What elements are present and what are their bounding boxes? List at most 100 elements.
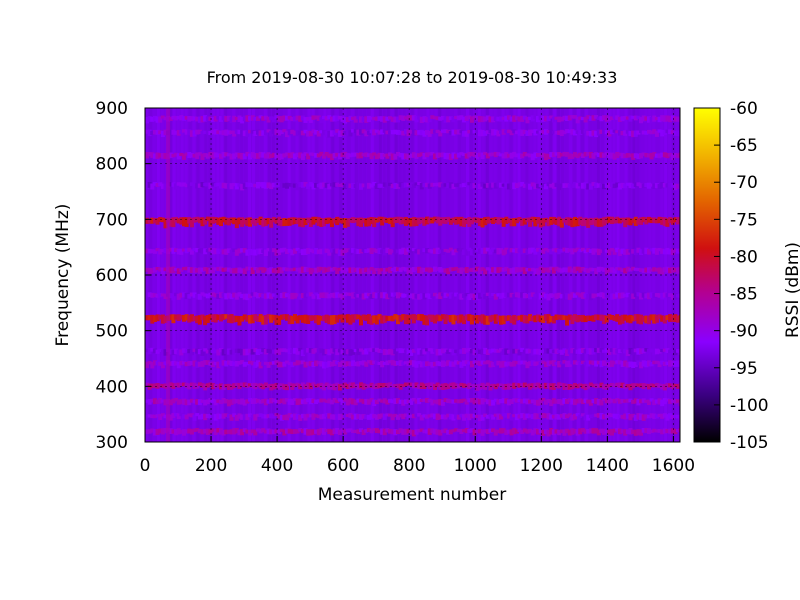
band-cell [364,218,369,227]
band-cell [179,217,184,225]
band-cell [377,314,382,320]
band-cell [372,348,377,353]
band-cell [517,315,522,321]
band-cell [329,267,334,272]
band-cell [496,399,501,405]
band-cell [417,249,422,255]
band-cell [559,153,564,157]
band-cell [163,218,168,229]
band-cell [483,361,488,365]
band-cell [567,314,572,321]
band-cell [366,414,371,420]
band-cell [319,348,324,353]
band-cell [168,399,173,406]
band-cell [390,349,395,356]
band-cell [298,360,303,365]
band-cell [388,266,393,274]
band-cell [308,248,313,253]
band-cell [528,361,533,366]
band-cell [604,413,609,419]
band-cell [263,218,268,226]
band-cell [385,267,390,272]
band-cell [192,183,197,188]
band-cell [628,293,633,300]
band-cell [464,428,469,434]
band-cell [583,182,588,189]
band-cell [282,429,287,436]
band-cell [446,398,451,404]
band-cell [229,314,234,324]
band-cell [145,414,149,418]
band-cell [351,267,356,273]
band-cell [517,383,522,388]
band-cell [430,217,435,224]
band-cell [591,218,596,225]
band-cell [163,267,168,272]
band-cell [319,428,324,434]
band-cell [345,218,350,227]
band-cell [512,115,517,122]
band-cell [150,183,155,190]
band-cell [372,384,377,390]
band-cell [485,414,490,419]
band-cell [147,152,152,157]
band-cell [580,153,585,159]
band-cell [314,267,319,274]
band-cell [385,130,390,135]
band-cell [462,249,467,256]
band-cell [612,398,617,404]
band-cell [435,361,440,366]
band-cell [633,398,638,404]
band-cell [427,183,432,189]
band-cell [282,267,287,271]
band-cell [464,314,469,321]
band-cell [306,183,311,190]
band-cell [565,151,570,157]
band-cell [491,247,496,252]
band-cell [269,130,274,137]
band-cell [432,292,437,297]
band-cell [660,268,665,275]
band-cell [393,398,398,405]
band-cell [488,152,493,157]
band-cell [557,151,562,159]
band-cell [554,429,559,434]
band-cell [549,129,554,136]
band-cell [300,413,305,419]
band-cell [234,414,239,421]
band-cell [509,152,514,159]
band-cell [324,399,329,403]
band-cell [361,268,366,274]
band-cell [248,429,253,436]
band-cell [575,217,580,227]
band-cell [456,315,461,324]
band-cell [438,267,443,273]
band-cell [641,268,646,273]
band-cell [427,249,432,253]
band-cell [248,348,253,353]
band-cell [237,115,242,123]
band-cell [229,414,234,421]
band-cell [654,218,659,224]
band-cell [181,267,186,271]
band-cell [179,248,184,255]
band-cell [644,428,649,434]
band-cell [174,348,179,355]
band-cell [596,314,601,321]
band-cell [551,182,556,189]
band-cell [625,384,630,388]
band-cell [668,428,673,434]
band-cell [248,153,253,160]
band-cell [145,116,149,124]
band-cell [506,361,511,366]
band-cell [174,115,179,121]
band-cell [512,267,517,274]
band-cell [438,414,443,420]
band-cell [203,383,208,391]
band-cell [644,183,649,188]
band-cell [311,216,316,225]
band-cell [261,360,266,366]
band-cell [454,414,459,419]
band-cell [425,429,430,434]
band-cell [390,153,395,161]
